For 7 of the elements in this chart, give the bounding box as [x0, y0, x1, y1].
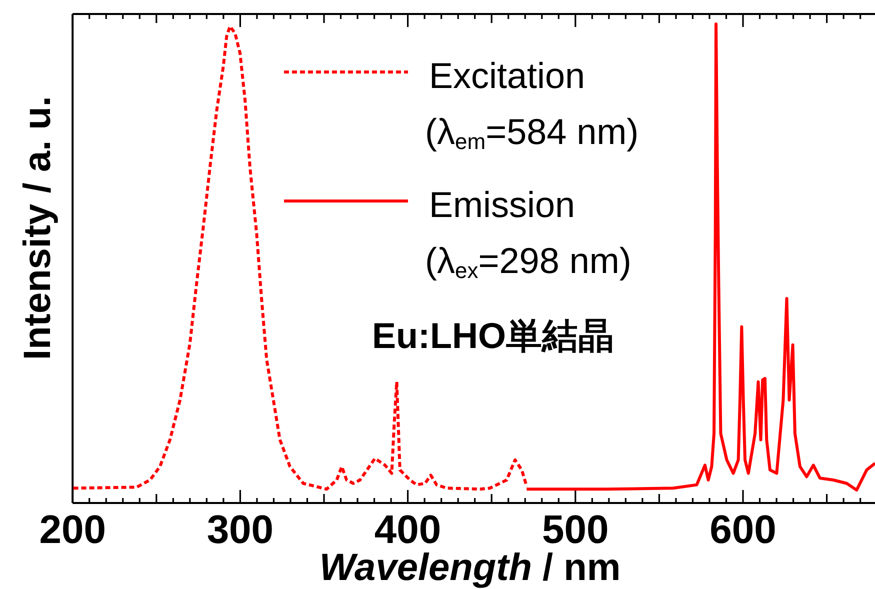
x-tick-label: 300: [206, 508, 274, 552]
x-tick-label: 600: [710, 508, 776, 552]
legend-label: Excitation (λ$_{em}$=584 nm): [425, 55, 639, 154]
legend-label: Emission (λ$_{ex}$=298 nm): [425, 184, 632, 283]
y-axis-title: Intensity / a. u.: [17, 96, 59, 360]
x-tick-label: 200: [39, 508, 106, 552]
annotation: Eu:LHO単結晶: [372, 315, 614, 356]
